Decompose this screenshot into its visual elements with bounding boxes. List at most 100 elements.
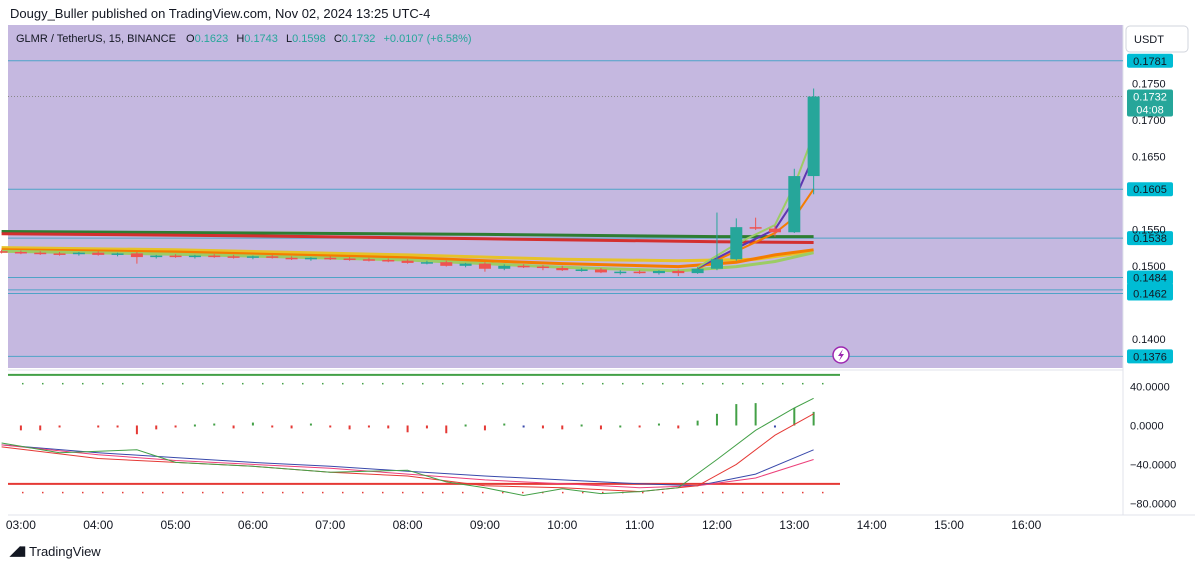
oscillator-level-dot (502, 491, 504, 494)
histogram-bar (58, 425, 61, 428)
candle-body (53, 253, 66, 255)
candle-body (459, 263, 472, 266)
oscillator-level-dot (742, 491, 744, 494)
candle-body (169, 255, 182, 258)
candle-body (208, 255, 221, 258)
histogram-bar (812, 411, 815, 426)
oscillator-level-dot (542, 382, 544, 385)
candle-body (517, 265, 530, 268)
candle-body (420, 262, 433, 264)
histogram-bar (174, 425, 177, 428)
oscillator-level-dot (142, 491, 144, 494)
candle-body (575, 269, 588, 271)
oscillator-level-dot (822, 382, 824, 385)
time-tick-label: 12:00 (702, 518, 732, 532)
time-tick-label: 06:00 (238, 518, 268, 532)
moving-averages (1, 134, 815, 273)
price-badge (1127, 270, 1173, 285)
publish-header: Dougy_Buller published on TradingView.co… (10, 6, 431, 21)
candle-body (710, 259, 723, 269)
candle-body (0, 251, 8, 253)
symbol-title[interactable]: GLMR / TetherUS, 15, BINANCE (16, 33, 176, 45)
time-tick-label: 09:00 (470, 518, 500, 532)
price-tick-label: 0.1650 (1132, 151, 1166, 163)
oscillator-level-dot (662, 382, 664, 385)
oscillator-level-dot (422, 382, 424, 385)
histogram-bar (290, 425, 293, 429)
oscillator-level-dot (22, 382, 24, 385)
price-lines (8, 60, 1123, 357)
histogram-bar (387, 425, 390, 429)
histogram-bar (116, 425, 119, 428)
candle-body (594, 269, 607, 273)
oscillator-level-dot (642, 491, 644, 494)
oscillator-level-dot (42, 382, 44, 385)
oscillator-level-dot (422, 491, 424, 494)
currency-button[interactable] (1125, 25, 1189, 53)
oscillator-level-dot (222, 382, 224, 385)
histogram-bar (696, 420, 699, 426)
oscillator-level-dot (742, 382, 744, 385)
oscillator-level-dot (582, 382, 584, 385)
histogram-bar (425, 425, 428, 429)
candle-body (440, 262, 453, 266)
oscillator-level-dot (342, 491, 344, 494)
oscillator-level-dot (682, 491, 684, 494)
candle-body (362, 259, 375, 261)
current-price-label: 0.1732 (1133, 92, 1167, 104)
oscillator-level-dot (122, 382, 124, 385)
candle-body (111, 253, 124, 255)
histogram-bar (232, 425, 235, 429)
histogram-bar (735, 404, 738, 426)
currency-label: USDT (1134, 34, 1164, 46)
oscillator-level-dot (262, 382, 264, 385)
price-badge-label: 0.1538 (1133, 233, 1167, 245)
oscillator-level-dot (42, 491, 44, 494)
candle-body (343, 258, 356, 261)
candle-body (324, 257, 337, 260)
histogram-bar (483, 425, 486, 431)
oscillator-level-dot (182, 382, 184, 385)
oscillator-level-dot (642, 382, 644, 385)
candle-body (14, 251, 27, 254)
histogram-bar (677, 425, 680, 429)
price-badge (1127, 231, 1173, 246)
oscillator-level-dot (762, 491, 764, 494)
lightning-icon[interactable] (832, 346, 850, 364)
oscillator-line (1, 444, 814, 487)
histogram-bar (309, 423, 312, 426)
candles (0, 88, 820, 277)
high-value: 0.1743 (244, 33, 278, 45)
oscillator-level-dot (282, 491, 284, 494)
histogram-bar (213, 423, 216, 426)
open-value: 0.1623 (195, 33, 229, 45)
price-badge (1127, 349, 1173, 364)
oscillator-level-dot (442, 382, 444, 385)
time-tick-label: 04:00 (83, 518, 113, 532)
price-tick-label: 0.1700 (1132, 115, 1166, 127)
axes: 0.17810.16050.15380.14840.14670.14620.13… (6, 42, 1176, 532)
time-tick-label: 07:00 (315, 518, 345, 532)
candle-body (672, 270, 685, 274)
candle-body (768, 228, 781, 233)
histogram-bar (329, 425, 332, 428)
candle-body (130, 253, 143, 258)
histogram-bar (773, 425, 776, 428)
price-badge-label: 0.1484 (1133, 273, 1167, 285)
oscillator-level-dot (802, 491, 804, 494)
oscillator-level-dot (122, 491, 124, 494)
histogram-bar (793, 407, 796, 426)
oscillator-level-dot (302, 491, 304, 494)
oscillator-level-dot (62, 491, 64, 494)
candle-body (536, 266, 549, 269)
high-label: H (236, 33, 244, 45)
oscillator-level-dot (602, 491, 604, 494)
oscillator-line (1, 413, 814, 493)
current-price-badge (1127, 89, 1173, 117)
oscillator-level-dot (782, 382, 784, 385)
oscillator-line (1, 444, 814, 489)
oscillator-level-dot (102, 382, 104, 385)
low-value: 0.1598 (292, 33, 326, 45)
histogram-bar (97, 425, 100, 428)
